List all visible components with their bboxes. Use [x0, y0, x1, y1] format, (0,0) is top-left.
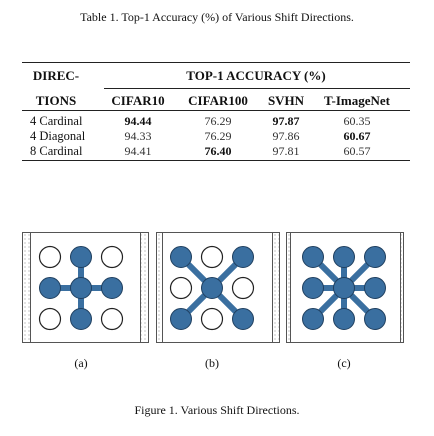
cell-4-cardinal-svhn: 97.87 [272, 114, 300, 128]
cell-4-cardinal-cifar100: 76.29 [204, 114, 232, 128]
empty-circle-a [100, 245, 124, 269]
empty-circle-b [200, 245, 224, 269]
empty-circle-b [169, 276, 193, 300]
cell-4-cardinal-t-imagenet: 60.35 [343, 114, 371, 128]
filled-circle-c [333, 308, 355, 330]
table-header-rule [22, 110, 410, 111]
filled-circle-a [101, 277, 123, 299]
header-directions-line2: TIONS [35, 93, 77, 108]
filled-circle-a [70, 246, 92, 268]
filled-circle-b [170, 246, 192, 268]
header-directions-line1: DIREC- [32, 68, 80, 83]
row-label-4-cardinal: 4 Cardinal [30, 114, 83, 128]
cell-4-diagonal-t-imagenet: 60.67 [343, 129, 371, 143]
cell-8-cardinal-svhn: 97.81 [272, 144, 300, 158]
empty-circle-a [38, 245, 62, 269]
sub-label-b: (b) [205, 356, 219, 370]
cell-4-diagonal-cifar10: 94.33 [124, 129, 152, 143]
row-label-8-cardinal: 8 Cardinal [30, 144, 83, 158]
filled-circle-b [232, 246, 254, 268]
cell-8-cardinal-cifar10: 94.41 [124, 144, 152, 158]
filled-circle-c [333, 277, 355, 299]
filled-circle-c [333, 246, 355, 268]
filled-circle-a [70, 277, 92, 299]
table-group-rule [104, 88, 410, 89]
cell-4-diagonal-svhn: 97.86 [272, 129, 300, 143]
filled-circle-c [302, 308, 324, 330]
cell-8-cardinal-t-imagenet: 60.57 [343, 144, 371, 158]
figure-caption: Figure 1. Various Shift Directions. [134, 403, 300, 417]
column-header-cifar10: CIFAR10 [111, 93, 165, 108]
cell-4-cardinal-cifar10: 94.44 [124, 114, 152, 128]
empty-circle-a [100, 307, 124, 331]
column-header-svhn: SVHN [267, 93, 305, 108]
filled-circle-c [364, 246, 386, 268]
column-header-cifar100: CIFAR100 [188, 93, 248, 108]
empty-circle-a [38, 307, 62, 331]
table-top-rule [22, 62, 410, 63]
empty-circle-b [200, 307, 224, 331]
filled-circle-a [39, 277, 61, 299]
table-caption: Table 1. Top-1 Accuracy (%) of Various S… [80, 10, 354, 24]
filled-circle-b [201, 277, 223, 299]
column-header-t-imagenet: T-ImageNet [324, 93, 390, 108]
cell-8-cardinal-cifar100: 76.40 [204, 144, 232, 158]
sub-label-a: (a) [74, 356, 88, 370]
filled-circle-b [170, 308, 192, 330]
filled-circle-a [70, 308, 92, 330]
filled-circle-b [232, 308, 254, 330]
filled-circle-c [302, 277, 324, 299]
row-label-4-diagonal: 4 Diagonal [30, 129, 86, 143]
filled-circle-c [364, 308, 386, 330]
header-accuracy-group: TOP-1 ACCURACY (%) [186, 68, 326, 83]
sub-label-c: (c) [337, 356, 351, 370]
cell-4-diagonal-cifar100: 76.29 [204, 129, 232, 143]
empty-circle-b [231, 276, 255, 300]
table-bottom-rule [22, 160, 410, 161]
filled-circle-c [364, 277, 386, 299]
filled-circle-c [302, 246, 324, 268]
